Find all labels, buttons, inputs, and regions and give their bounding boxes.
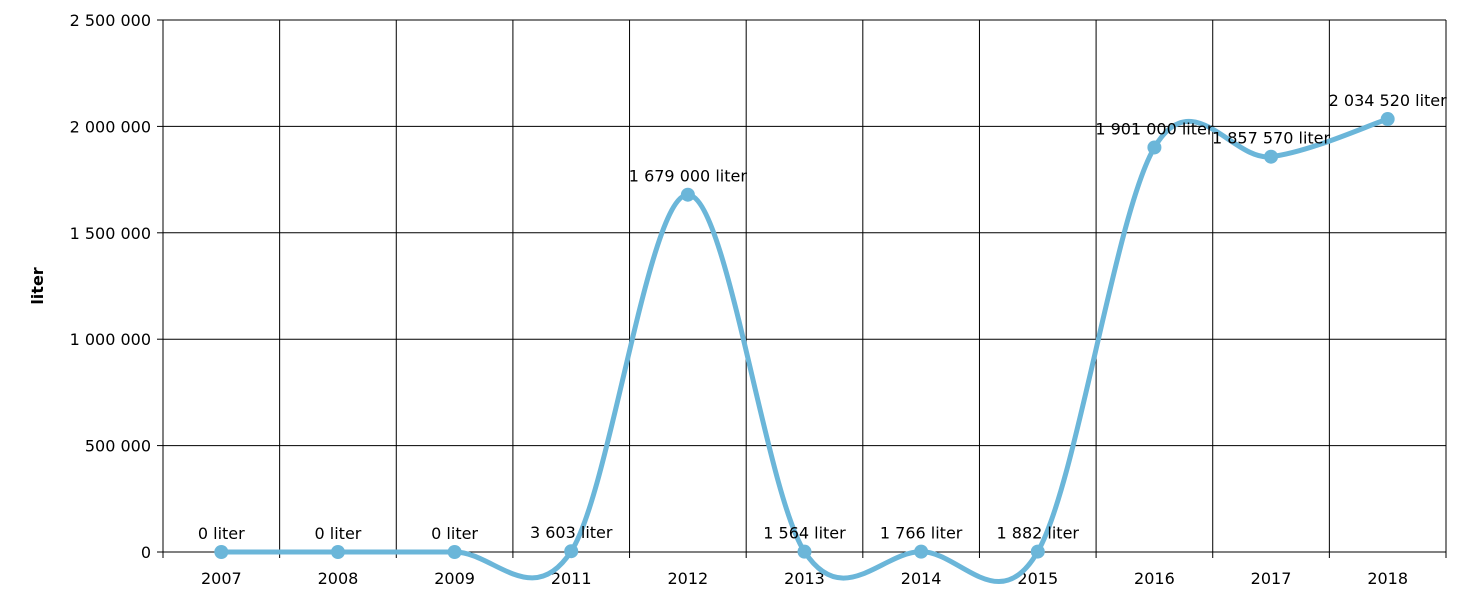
data-point — [680, 187, 695, 202]
data-label: 1 857 570 liter — [1212, 129, 1331, 148]
data-label: 2 034 520 liter — [1329, 91, 1448, 110]
data-point — [914, 544, 929, 559]
data-label: 1 882 liter — [997, 524, 1080, 543]
data-point — [564, 544, 579, 559]
y-tick-label: 2 000 000 — [70, 117, 151, 136]
grid — [157, 19, 1447, 558]
x-tick-label: 2017 — [1251, 569, 1292, 588]
y-tick-label: 0 — [141, 543, 151, 562]
data-label: 0 liter — [431, 524, 478, 543]
x-tick-label: 2007 — [201, 569, 242, 588]
y-axis-title: liter — [28, 267, 47, 304]
data-point — [330, 545, 345, 559]
data-point — [1030, 544, 1045, 559]
x-tick-label: 2013 — [784, 569, 825, 588]
y-tick-label: 1 000 000 — [70, 330, 151, 349]
x-tick-label: 2016 — [1134, 569, 1175, 588]
y-tick-label: 1 500 000 — [70, 224, 151, 243]
data-point — [447, 545, 462, 559]
x-tick-label: 2015 — [1017, 569, 1058, 588]
data-point — [1264, 149, 1279, 164]
x-axis-ticks: 2007 2008 2009 2011 2012 2013 2014 2015 2016 2017… — [201, 569, 1408, 588]
y-axis-ticks: 0 500 000 1 000 000 1 500 000 2 000 000 2 500… — [70, 11, 151, 562]
x-tick-label: 2012 — [668, 569, 709, 588]
data-labels: 0 liter 0 liter 0 liter 3 603 liter 1 679 00… — [198, 91, 1447, 543]
data-point — [1147, 140, 1162, 155]
data-label: 3 603 liter — [530, 523, 613, 542]
x-tick-label: 2018 — [1367, 569, 1408, 588]
x-tick-label: 2008 — [318, 569, 359, 588]
data-point — [1380, 112, 1395, 127]
x-tick-label: 2014 — [901, 569, 942, 588]
data-label: 0 liter — [198, 524, 245, 543]
y-tick-label: 500 000 — [85, 437, 151, 456]
series — [214, 112, 1395, 584]
x-tick-label: 2011 — [551, 569, 592, 588]
data-label: 1 766 liter — [880, 524, 963, 543]
x-tick-label: 2009 — [434, 569, 475, 588]
y-tick-label: 2 500 000 — [70, 11, 151, 30]
data-label: 1 564 liter — [763, 524, 846, 543]
data-point — [214, 545, 229, 559]
data-label: 0 liter — [315, 524, 362, 543]
data-label: 1 679 000 liter — [629, 167, 748, 186]
data-label: 1 901 000 liter — [1095, 119, 1214, 138]
data-point — [797, 544, 812, 559]
